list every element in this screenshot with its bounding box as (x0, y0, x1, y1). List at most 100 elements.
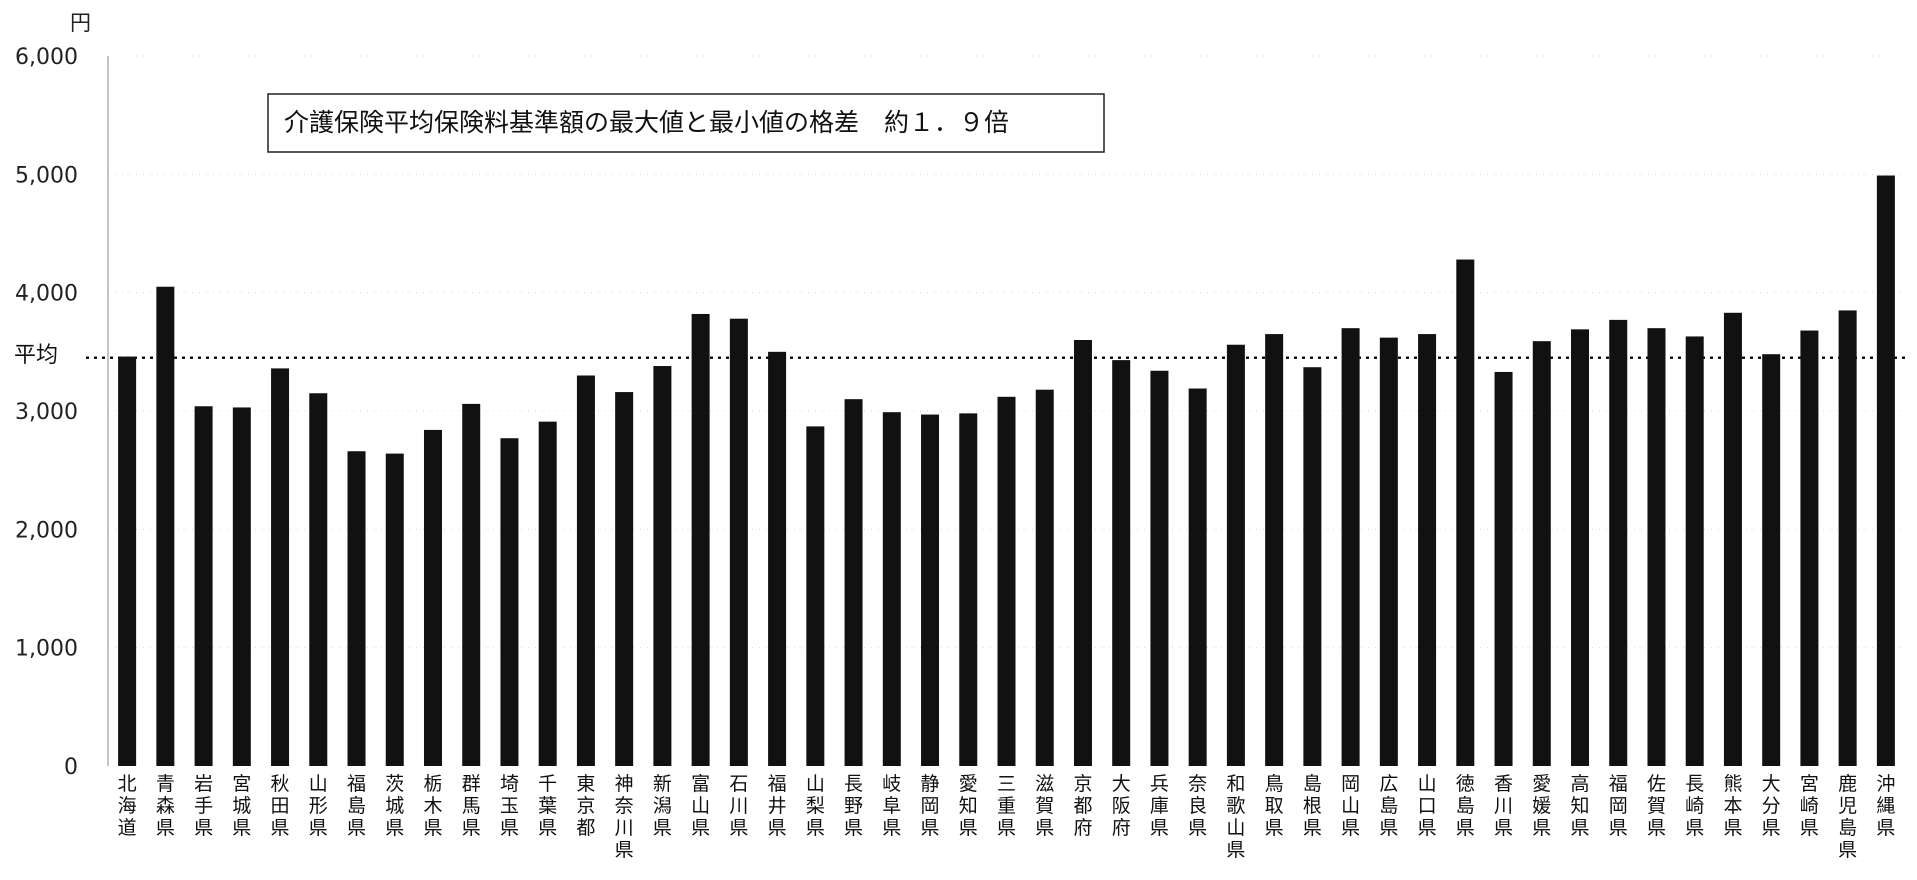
x-tick-label: 群馬県 (462, 773, 481, 839)
bar (1685, 336, 1704, 766)
bar (1647, 328, 1666, 766)
x-tick-label: 神奈川県 (615, 773, 634, 861)
bar (1723, 312, 1742, 766)
x-tick-label: 京都府 (1073, 773, 1092, 839)
x-tick-label: 愛媛県 (1532, 773, 1551, 839)
x-tick-label: 佐賀県 (1647, 773, 1666, 839)
y-tick-label: 4,000 (15, 282, 78, 307)
bar (271, 368, 290, 766)
x-tick-label: 千葉県 (538, 773, 557, 839)
x-tick-label: 静岡県 (921, 773, 940, 839)
bar (423, 429, 442, 766)
bar (729, 318, 748, 766)
bar (385, 453, 404, 766)
bar (309, 393, 328, 766)
bar (1265, 334, 1284, 766)
x-tick-label: 長崎県 (1685, 773, 1704, 839)
bar (1609, 319, 1628, 766)
x-tick-label: 熊本県 (1723, 773, 1742, 839)
y-tick-label: 3,000 (15, 400, 78, 425)
bar (882, 412, 901, 766)
y-tick-label: 2,000 (15, 518, 78, 543)
y-unit-label: 円 (70, 11, 91, 35)
x-tick-label: 富山県 (691, 773, 710, 839)
x-tick-label: 東京都 (576, 773, 595, 839)
bar (1494, 371, 1513, 766)
y-tick-label: 1,000 (15, 637, 78, 662)
x-tick-label: 茨城県 (385, 773, 404, 839)
x-tick-label: 福岡県 (1609, 773, 1628, 839)
x-tick-label: 宮城県 (232, 773, 251, 839)
x-tick-label: 山口県 (1418, 773, 1437, 839)
x-tick-label: 兵庫県 (1150, 773, 1169, 839)
bar (118, 356, 137, 766)
average-label: 平均 (14, 343, 58, 368)
y-axis-ticks: 0 1,000 2,000 3,000 4,000 5,000 6,000 (15, 45, 78, 780)
bar (194, 406, 213, 766)
y-tick-label: 6,000 (15, 45, 78, 70)
bar (1226, 344, 1245, 766)
bar (1188, 388, 1207, 766)
x-tick-label: 香川県 (1494, 773, 1513, 839)
x-tick-label: 福井県 (768, 773, 787, 839)
bar (1073, 340, 1092, 766)
chart-title: 介護保険平均保険料基準額の最大値と最小値の格差 約１．９倍 (284, 108, 1009, 137)
bar (1418, 334, 1437, 766)
bar (1112, 360, 1131, 766)
bar (959, 413, 978, 766)
x-tick-label: 大分県 (1762, 773, 1781, 839)
x-tick-label: 埼玉県 (500, 773, 519, 839)
x-tick-label: 長野県 (844, 773, 863, 839)
x-tick-label: 栃木県 (423, 773, 442, 839)
bar (1035, 389, 1054, 766)
bars (118, 175, 1895, 766)
bar (1303, 367, 1322, 766)
y-tick-label: 5,000 (15, 163, 78, 188)
x-tick-label: 滋賀県 (1035, 773, 1054, 839)
bar (462, 403, 481, 766)
x-tick-label: 高知県 (1571, 773, 1590, 839)
x-tick-label: 鳥取県 (1265, 773, 1284, 839)
bar (1150, 370, 1169, 766)
x-tick-label: 大阪府 (1112, 773, 1131, 839)
x-tick-label: 奈良県 (1188, 773, 1207, 839)
x-tick-label: 北海道 (118, 773, 137, 839)
x-tick-label: 青森県 (156, 773, 175, 839)
bar (347, 451, 366, 766)
bar (1379, 337, 1398, 766)
bar (653, 366, 672, 766)
bar (1571, 329, 1590, 766)
title-box (267, 93, 1105, 153)
bar (576, 375, 595, 766)
x-tick-label: 愛知県 (959, 773, 978, 839)
bar (1838, 310, 1857, 766)
x-tick-label: 徳島県 (1456, 773, 1475, 839)
bar (1762, 354, 1781, 766)
x-tick-label: 石川県 (729, 773, 748, 839)
bar (156, 286, 175, 766)
bar (921, 414, 940, 766)
bar (538, 421, 557, 766)
bar (1341, 328, 1360, 766)
bar (1532, 341, 1551, 766)
x-tick-label: 岐阜県 (882, 773, 901, 839)
x-tick-label: 広島県 (1379, 773, 1398, 839)
bar (615, 392, 634, 766)
x-tick-label: 新潟県 (653, 773, 672, 839)
x-tick-label: 三重県 (997, 773, 1016, 839)
bar (844, 399, 863, 766)
x-tick-label: 秋田県 (271, 773, 290, 839)
x-tick-label: 和歌山県 (1226, 773, 1245, 861)
x-tick-label: 岩手県 (194, 773, 213, 839)
bar (1456, 259, 1475, 766)
x-tick-label: 岡山県 (1341, 773, 1360, 839)
bar (1800, 330, 1819, 766)
bar (691, 313, 710, 766)
x-tick-label: 山形県 (309, 773, 328, 839)
x-tick-label: 沖縄県 (1876, 773, 1895, 839)
x-tick-label: 宮崎県 (1800, 773, 1819, 839)
bar (806, 426, 825, 766)
bar (232, 407, 251, 766)
